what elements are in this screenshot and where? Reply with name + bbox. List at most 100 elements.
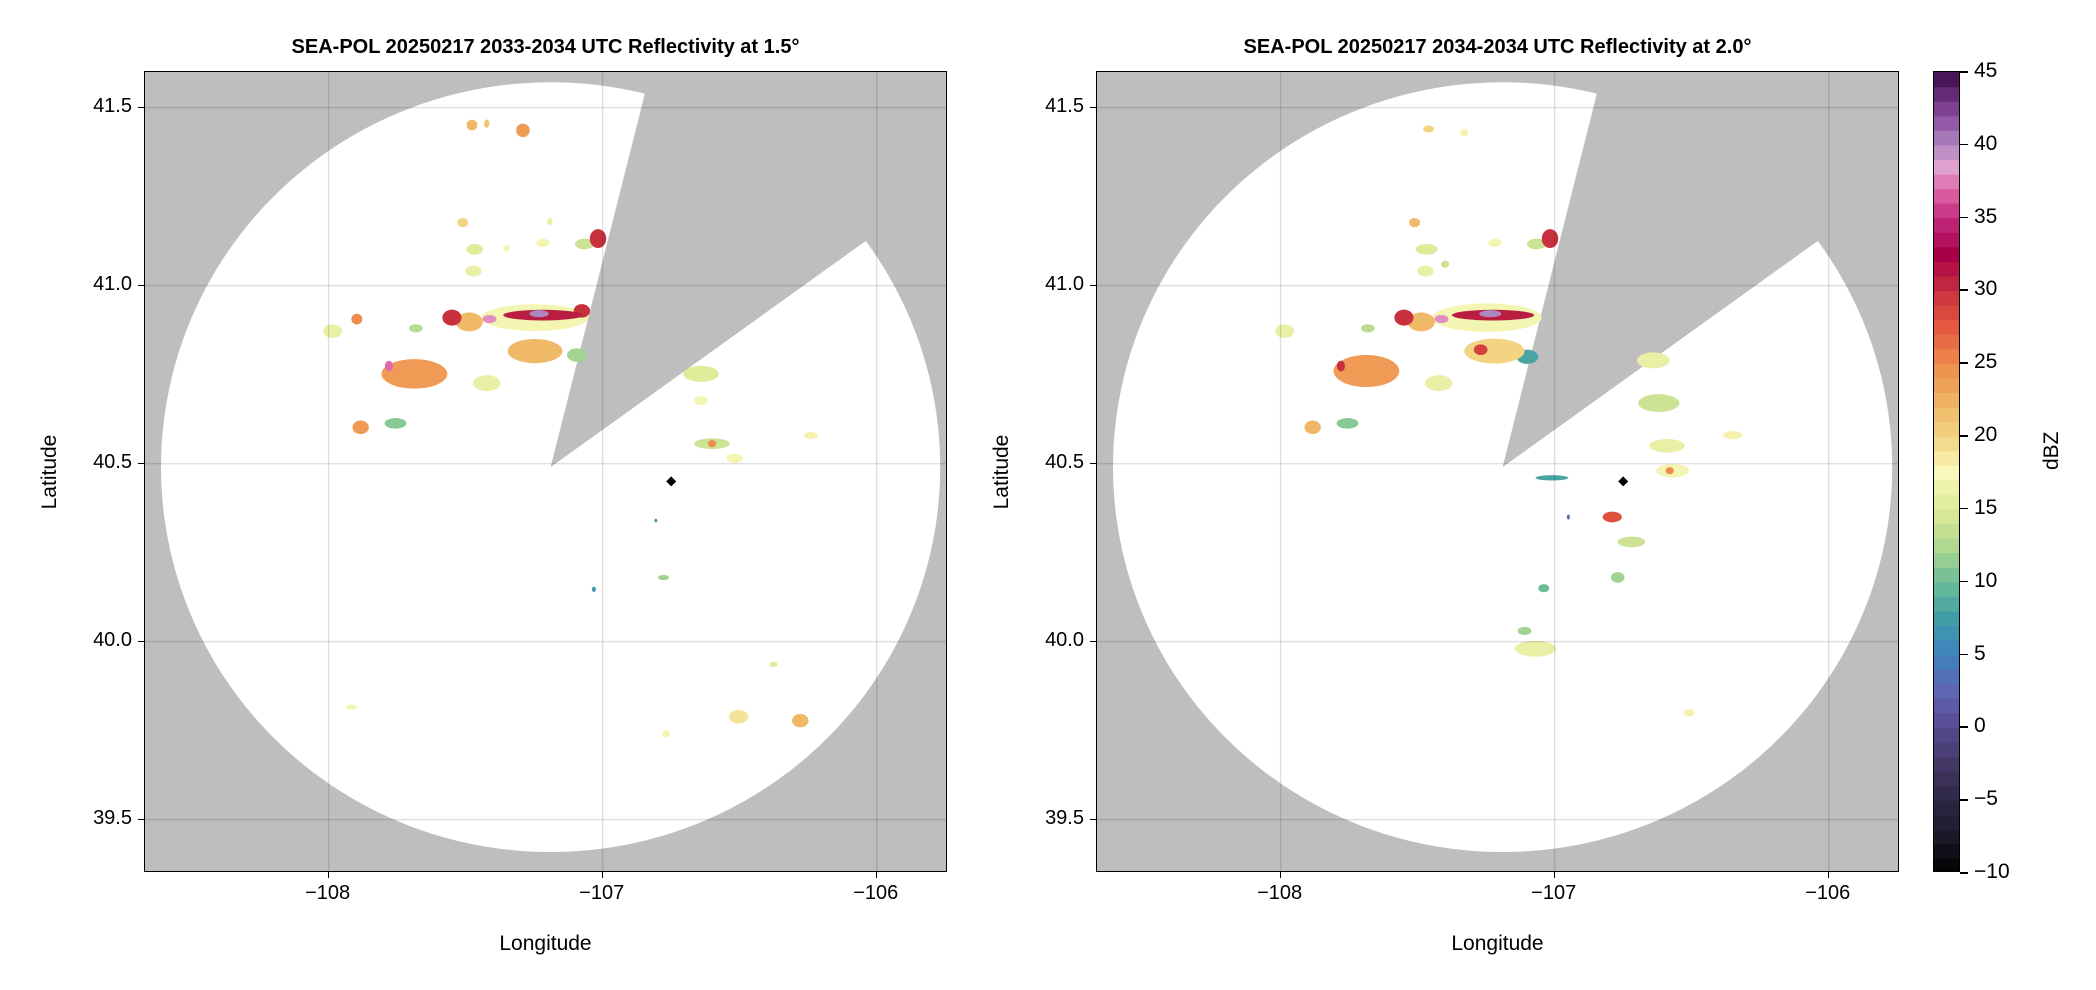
- reflectivity-echo: [1440, 260, 1450, 268]
- reflectivity-echo: [507, 339, 563, 364]
- reflectivity-echo: [1610, 572, 1625, 583]
- reflectivity-echo: [1417, 265, 1434, 277]
- colorbar-band: [1934, 567, 1959, 583]
- reflectivity-echo: [1636, 352, 1670, 369]
- reflectivity-echo: [381, 359, 448, 389]
- colorbar-tick-label: 5: [1974, 641, 1986, 665]
- y-tick-mark: [1090, 640, 1096, 643]
- reflectivity-echo: [323, 324, 343, 338]
- reflectivity-echo: [351, 313, 363, 325]
- reflectivity-echo: [1425, 375, 1453, 392]
- colorbar-tick: [1960, 143, 1968, 146]
- colorbar-tick: [1960, 362, 1968, 364]
- colorbar-band: [1934, 232, 1959, 248]
- colorbar-band: [1934, 843, 1959, 860]
- reflectivity-echo: [484, 119, 490, 128]
- colorbar-band: [1934, 771, 1959, 787]
- colorbar-band: [1934, 421, 1959, 437]
- x-tick-mark: [601, 872, 604, 878]
- reflectivity-echo: [536, 238, 550, 247]
- reflectivity-echo: [482, 314, 497, 324]
- y-tick-mark: [138, 284, 144, 287]
- x-tick-mark: [875, 872, 878, 878]
- radar-panel-left: [144, 71, 947, 872]
- reflectivity-echo: [694, 395, 708, 406]
- reflectivity-echo: [1464, 338, 1525, 364]
- reflectivity-echo: [516, 123, 530, 138]
- colorbar-band: [1934, 785, 1959, 801]
- colorbar: [1933, 71, 1960, 872]
- colorbar-band: [1934, 756, 1959, 772]
- colorbar-band: [1934, 465, 1959, 481]
- y-axis-label-left: Latitude: [38, 434, 61, 510]
- reflectivity-echo: [567, 348, 587, 362]
- x-tick-mark: [327, 872, 330, 878]
- reflectivity-echo: [729, 709, 749, 724]
- reflectivity-echo: [442, 309, 462, 326]
- y-tick-label: 39.5: [93, 806, 132, 829]
- colorbar-band: [1934, 829, 1959, 845]
- y-axis-label-right: Latitude: [990, 434, 1013, 510]
- colorbar-tick: [1960, 216, 1968, 219]
- colorbar-tick-label: 35: [1974, 204, 1998, 228]
- colorbar-band: [1934, 625, 1959, 641]
- colorbar-band: [1934, 217, 1959, 233]
- reflectivity-echo: [1514, 640, 1557, 657]
- colorbar-band: [1934, 188, 1959, 204]
- colorbar-band: [1934, 669, 1959, 685]
- reflectivity-echo: [575, 238, 595, 250]
- reflectivity-echo: [466, 243, 483, 255]
- colorbar-tick: [1960, 872, 1968, 874]
- y-tick-mark: [1090, 462, 1096, 465]
- reflectivity-echo: [1527, 238, 1547, 250]
- colorbar-band: [1934, 86, 1959, 102]
- colorbar-band: [1934, 392, 1959, 408]
- reflectivity-echo: [457, 217, 469, 228]
- colorbar-band: [1934, 290, 1959, 306]
- reflectivity-echo: [465, 265, 482, 277]
- colorbar-band: [1934, 683, 1959, 699]
- reflectivity-echo: [1333, 355, 1400, 388]
- colorbar-band: [1934, 173, 1959, 190]
- colorbar-band: [1934, 130, 1959, 146]
- colorbar-tick-label: 10: [1974, 568, 1998, 592]
- reflectivity-echo: [1275, 324, 1295, 338]
- reflectivity-echo: [654, 518, 658, 523]
- colorbar-band: [1934, 552, 1959, 568]
- colorbar-band: [1934, 363, 1959, 379]
- x-tick-mark: [1827, 872, 1830, 878]
- colorbar-tick: [1960, 289, 1968, 291]
- colorbar-band: [1934, 450, 1959, 466]
- colorbar-band: [1934, 275, 1959, 292]
- colorbar-band: [1934, 101, 1959, 117]
- colorbar-band: [1934, 523, 1959, 539]
- y-tick-mark: [138, 106, 144, 109]
- colorbar-band: [1934, 538, 1959, 554]
- colorbar-tick: [1960, 71, 1968, 73]
- y-tick-label: 41.0: [93, 272, 132, 295]
- x-tick-label: −106: [853, 882, 899, 904]
- x-tick-label: −107: [1531, 882, 1577, 904]
- colorbar-band: [1934, 727, 1959, 743]
- colorbar-band: [1934, 159, 1959, 175]
- reflectivity-echo: [589, 229, 607, 249]
- y-tick-label: 40.5: [1045, 450, 1084, 473]
- reflectivity-echo: [473, 375, 501, 392]
- colorbar-band: [1934, 436, 1959, 452]
- title-right: SEA-POL 20250217 2034-2034 UTC Reflectiv…: [1243, 36, 1752, 58]
- reflectivity-echo: [1473, 344, 1488, 356]
- reflectivity-echo: [1304, 420, 1321, 435]
- colorbar-label: dBZ: [2040, 431, 2063, 470]
- radar-panel-right: [1096, 71, 1899, 872]
- reflectivity-echo: [662, 730, 671, 738]
- colorbar-tick-label: −5: [1974, 787, 1998, 811]
- colorbar-band: [1934, 72, 1959, 88]
- colorbar-tick: [1960, 435, 1968, 437]
- colorbar-band: [1934, 814, 1959, 830]
- y-tick-mark: [138, 818, 144, 821]
- colorbar-tick-label: −10: [1974, 860, 2010, 883]
- reflectivity-echo: [466, 119, 478, 131]
- colorbar-tick: [1960, 799, 1968, 801]
- reflectivity-echo: [1649, 439, 1685, 453]
- reflectivity-echo: [384, 418, 407, 429]
